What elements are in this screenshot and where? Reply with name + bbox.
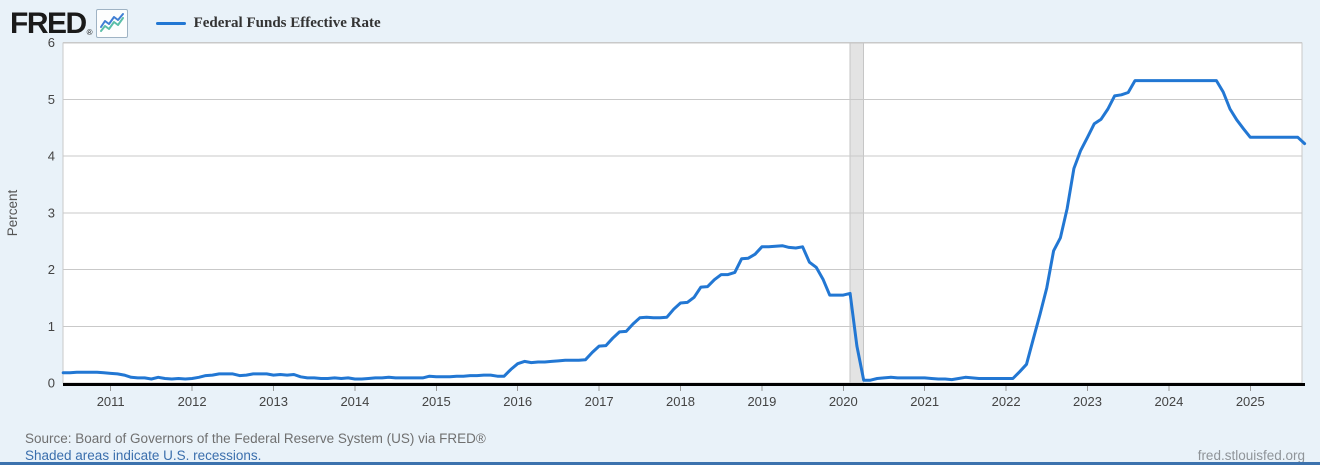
rate-line-chart[interactable]: 0 1 2 3 4 5 6 2011 2012 2013 2014 2015 2016 2017 2018 2… — [0, 0, 1320, 425]
x-axis-tick-label: 2013 — [259, 394, 288, 409]
x-axis-tick-label: 2011 — [97, 394, 125, 409]
fred-sparkline-icon — [95, 8, 128, 38]
y-axis-tick-label: 6 — [48, 35, 55, 50]
x-axis-tick-label: 2017 — [585, 394, 614, 409]
chart-footer: Source: Board of Governors of the Federa… — [25, 431, 1305, 464]
legend-line-swatch — [155, 21, 186, 25]
x-axis-tick-label: 2024 — [1154, 394, 1183, 409]
series-line[interactable] — [61, 79, 1307, 382]
x-axis-tick-label: 2020 — [829, 394, 858, 409]
x-axis-tick-label: 2019 — [747, 394, 776, 409]
source-text: Source: Board of Governors of the Federa… — [25, 431, 486, 446]
fred-logo-registered-mark: ® — [86, 27, 93, 37]
x-axis-tick-label: 2012 — [178, 394, 207, 409]
x-axis-tick-label: 2021 — [910, 394, 939, 409]
chart-header: FRED ® Federal Funds Effective Rate — [10, 6, 381, 40]
x-axis-tick-label: 2025 — [1236, 394, 1265, 409]
x-axis-tick-label: 2016 — [503, 394, 532, 409]
x-axis-tick-label: 2018 — [666, 394, 695, 409]
y-axis-tick-label: 1 — [48, 319, 55, 334]
chart-area[interactable]: 0 1 2 3 4 5 6 2011 2012 2013 2014 2015 2016 2017 2018 2… — [0, 0, 1320, 425]
recession-note-link[interactable]: Shaded areas indicate U.S. recessions. — [25, 448, 262, 463]
x-axis-tick-label: 2015 — [422, 394, 451, 409]
x-axis-tick-label: 2023 — [1073, 394, 1102, 409]
y-axis-tick-label: 0 — [48, 376, 55, 391]
fred-site-link[interactable]: fred.stlouisfed.org — [1197, 448, 1305, 463]
x-axis-tick-label: 2014 — [340, 394, 369, 409]
x-axis-tick-label: 2022 — [992, 394, 1021, 409]
y-axis-tick-label: 3 — [48, 205, 55, 220]
y-axis-tick-label: 5 — [48, 92, 55, 107]
fred-logo-link[interactable]: FRED ® — [10, 6, 128, 40]
chart-legend: Federal Funds Effective Rate — [155, 14, 381, 32]
fred-logo-text: FRED — [10, 6, 87, 40]
y-axis-title: Percent — [5, 189, 20, 236]
bottom-accent-bar — [0, 462, 1320, 465]
y-axis-tick-label: 4 — [48, 149, 55, 164]
legend-series-label: Federal Funds Effective Rate — [193, 14, 381, 31]
y-axis-tick-label: 2 — [48, 262, 55, 277]
